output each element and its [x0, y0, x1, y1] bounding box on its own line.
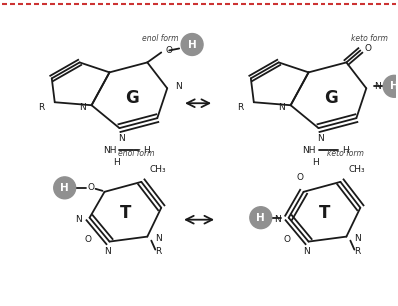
Text: N: N [175, 82, 182, 91]
Text: O: O [296, 174, 303, 182]
Text: N: N [155, 234, 162, 243]
Circle shape [383, 75, 398, 97]
Text: NH: NH [302, 146, 316, 155]
Text: N: N [104, 247, 111, 256]
Text: N: N [303, 247, 310, 256]
Circle shape [250, 207, 272, 229]
Text: N: N [118, 134, 125, 143]
Circle shape [54, 177, 76, 199]
Text: enol form: enol form [142, 34, 179, 43]
Text: G: G [125, 89, 139, 107]
Text: R: R [238, 103, 244, 112]
Text: O: O [165, 46, 172, 55]
Text: enol form: enol form [118, 150, 154, 159]
Text: N: N [354, 234, 361, 243]
Text: CH₃: CH₃ [348, 166, 365, 174]
Text: T: T [120, 204, 131, 222]
Circle shape [181, 34, 203, 55]
Text: N: N [374, 82, 381, 91]
Text: H: H [256, 213, 265, 223]
Text: H: H [390, 81, 398, 91]
Text: NH: NH [103, 146, 117, 155]
Text: keto form: keto form [327, 150, 364, 159]
Text: R: R [39, 103, 45, 112]
Text: H: H [143, 146, 150, 155]
Text: H: H [60, 183, 69, 193]
Text: H: H [113, 159, 120, 167]
Text: N: N [79, 103, 86, 112]
Text: N: N [75, 215, 82, 224]
Text: H: H [312, 159, 319, 167]
Text: O: O [283, 235, 290, 244]
Text: R: R [354, 247, 361, 256]
Text: O: O [364, 44, 371, 53]
Text: R: R [155, 247, 162, 256]
Text: T: T [319, 204, 330, 222]
Text: N: N [317, 134, 324, 143]
Text: N: N [274, 215, 281, 224]
Text: CH₃: CH₃ [149, 166, 166, 174]
Text: O: O [87, 183, 94, 192]
Text: G: G [324, 89, 338, 107]
Text: N: N [278, 103, 285, 112]
Text: keto form: keto form [351, 34, 388, 43]
Text: H: H [188, 39, 197, 50]
Text: O: O [84, 235, 91, 244]
Text: H: H [342, 146, 349, 155]
